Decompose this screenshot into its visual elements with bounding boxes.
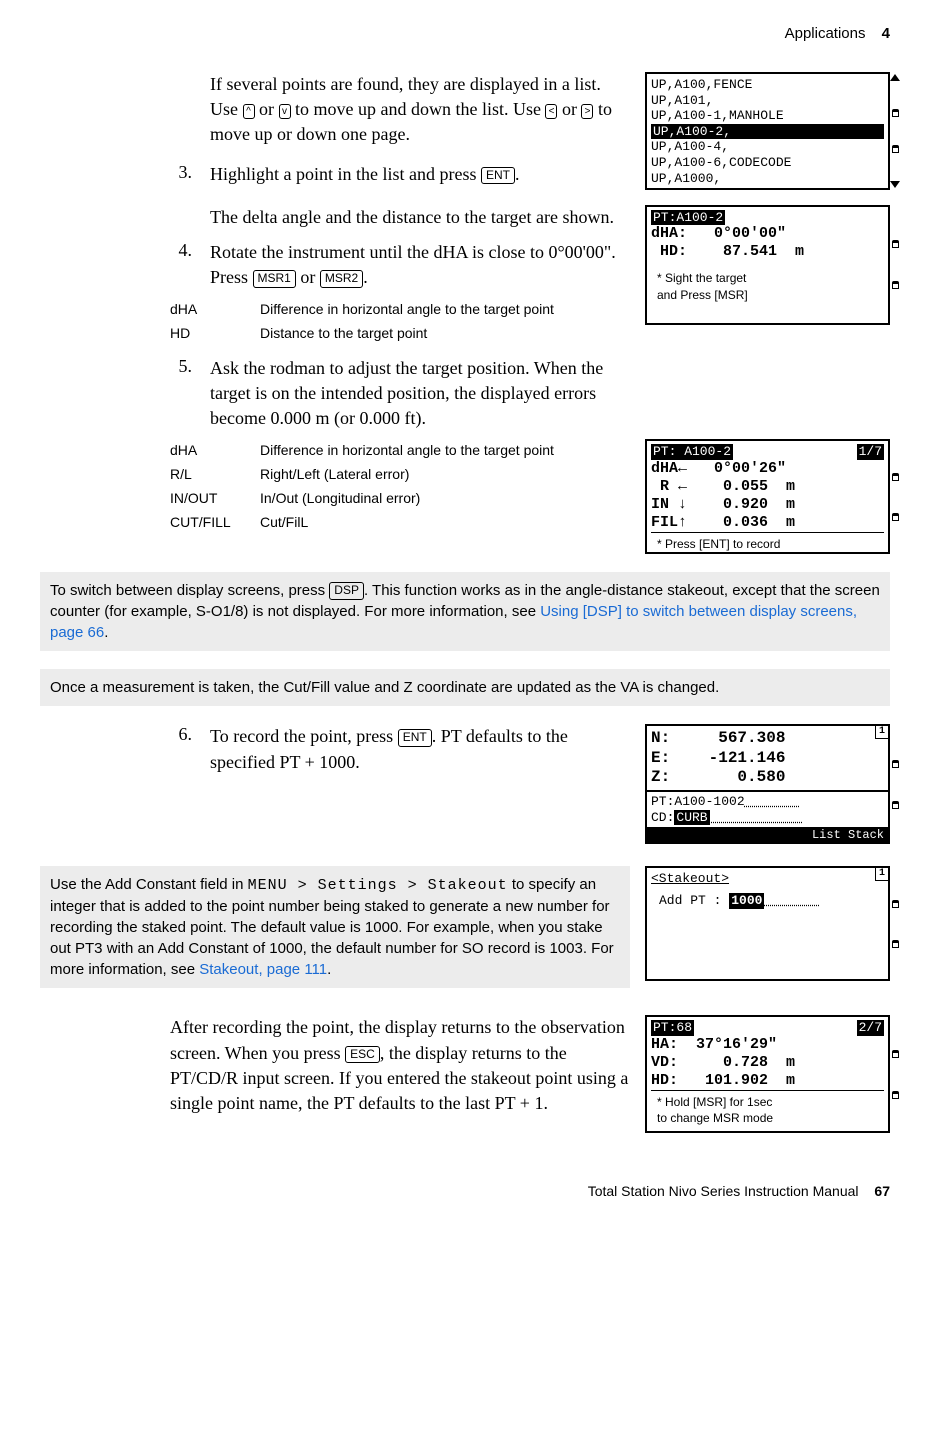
key-ent: ENT	[481, 167, 515, 185]
step-5-text: Ask the rodman to adjust the target posi…	[210, 356, 890, 432]
key-ent: ENT	[398, 729, 432, 747]
key-right: >	[581, 104, 593, 119]
step-6-number: 6.	[170, 724, 210, 774]
lcd-sight-target: PT:A100-2 dHA: 0°00'00" HD: 87.541 m * S…	[645, 205, 890, 325]
intro-paragraph: If several points are found, they are di…	[210, 72, 630, 148]
note-dsp: To switch between display screens, press…	[40, 572, 890, 651]
key-esc: ESC	[345, 1046, 380, 1064]
step-3-text: Highlight a point in the list and press …	[210, 162, 630, 187]
lcd-stakeout-addpt: 1 <Stakeout> Add PT : 1000	[645, 866, 890, 981]
link-stakeout-page111[interactable]: Stakeout, page 111	[199, 961, 327, 978]
key-msr1: MSR1	[253, 270, 296, 288]
lcd-observation: PT:682/7 HA: 37°16'29" VD: 0.728 m HD: 1…	[645, 1015, 890, 1133]
menu-path: MENU > Settings > Stakeout	[248, 877, 508, 894]
step-6-text: To record the point, press ENT. PT defau…	[210, 724, 630, 774]
manual-title: Total Station Nivo Series Instruction Ma…	[588, 1183, 859, 1199]
key-dsp: DSP	[329, 582, 364, 600]
step-4-number: 4.	[170, 240, 210, 290]
key-left: <	[545, 104, 557, 119]
chapter-number: 4	[882, 25, 890, 42]
lcd-record-point: 1 N: 567.308 E: -121.146 Z: 0.580 PT:A10…	[645, 724, 890, 844]
note-cutfill: Once a measurement is taken, the Cut/Fil…	[40, 669, 890, 706]
page-footer: Total Station Nivo Series Instruction Ma…	[40, 1183, 890, 1199]
after-recording-paragraph: After recording the point, the display r…	[170, 1015, 630, 1133]
note-add-constant: Use the Add Constant field in MENU > Set…	[40, 866, 630, 988]
key-up: ^	[243, 104, 255, 119]
key-down: v	[279, 104, 291, 119]
key-msr2: MSR2	[320, 270, 363, 288]
step-4-text: Rotate the instrument until the dHA is c…	[210, 240, 630, 290]
step-5-number: 5.	[170, 356, 210, 432]
section-name: Applications	[785, 25, 866, 42]
step-3-number: 3.	[170, 162, 210, 187]
lcd-point-list: UP,A100,FENCE UP,A101, UP,A100-1,MANHOLE…	[645, 72, 890, 190]
delta-paragraph: The delta angle and the distance to the …	[210, 205, 630, 230]
page-number: 67	[874, 1183, 890, 1199]
definitions-2: dHADifference in horizontal angle to the…	[170, 439, 630, 534]
lcd-errors: PT: A100-21/7 dHA← 0°00'26" R ← 0.055 m …	[645, 439, 890, 554]
page-header: Applications 4	[40, 25, 890, 42]
definitions-1: dHADifference in horizontal angle to the…	[170, 298, 630, 346]
